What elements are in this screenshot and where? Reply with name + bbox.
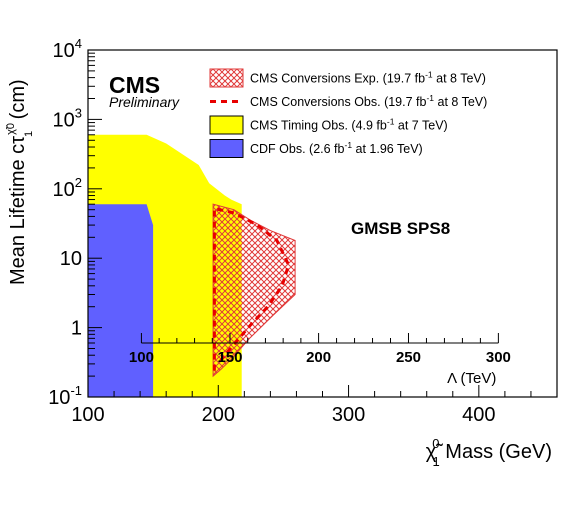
lambda-axis: 100 150 200 250 300 Λ (TeV) (129, 332, 511, 387)
lambda-tick-label: 250 (396, 349, 421, 366)
series-dashed-line-3 (212, 206, 291, 371)
x-tick-label: 100 (71, 404, 104, 426)
series-area-1 (88, 204, 154, 397)
ticks-layer: 100 200 300 400 10-1 1 10 102 103 104 (48, 36, 532, 426)
y-tick-label: 104 (53, 36, 82, 62)
y-tick-label: 1 (71, 318, 82, 340)
lambda-tick-label: 300 (486, 349, 511, 366)
lambda-axis-title: Λ (TeV) (447, 370, 496, 387)
x-axis-title: χ̃0 1 Mass (GeV) (426, 436, 552, 469)
lambda-tick-label: 100 (129, 349, 154, 366)
lambda-tick-label: 200 (306, 349, 331, 366)
legend-entry-label: CMS Conversions Obs. (19.7 fb-1 at 8 TeV… (250, 93, 487, 109)
legend-entry-label: CMS Timing Obs. (4.9 fb-1 at 7 TeV) (250, 117, 448, 133)
y-tick-label: 10-1 (48, 383, 82, 409)
series-layer (88, 134, 296, 397)
cms-preliminary-label: Preliminary (109, 94, 180, 110)
x-tick-label: 200 (202, 404, 235, 426)
x-tick-label: 400 (462, 404, 495, 426)
legend-swatch-hatch (209, 68, 244, 88)
model-annotation: GMSB SPS8 (351, 219, 450, 238)
legend-swatch-fill (209, 139, 244, 158)
y-axis-title: Mean Lifetime cτχ̃0 1 (cm) (5, 79, 35, 285)
y-tick-label: 10 (60, 248, 82, 270)
series-hatched-area-2 (212, 203, 296, 378)
legend-entry-label: CDF Obs. (2.6 fb-1 at 1.96 TeV) (250, 140, 423, 156)
cms-logo: CMS (109, 72, 160, 98)
legend-entry-label: CMS Conversions Exp. (19.7 fb-1 at 8 TeV… (250, 70, 486, 86)
y-tick-label: 103 (53, 105, 82, 131)
y-tick-label: 102 (53, 175, 82, 201)
lambda-tick-label: 150 (217, 349, 242, 366)
legend-swatch-fill (209, 115, 244, 135)
legend: CMS Conversions Exp. (19.7 fb-1 at 8 TeV… (209, 68, 487, 158)
x-tick-label: 300 (332, 404, 365, 426)
